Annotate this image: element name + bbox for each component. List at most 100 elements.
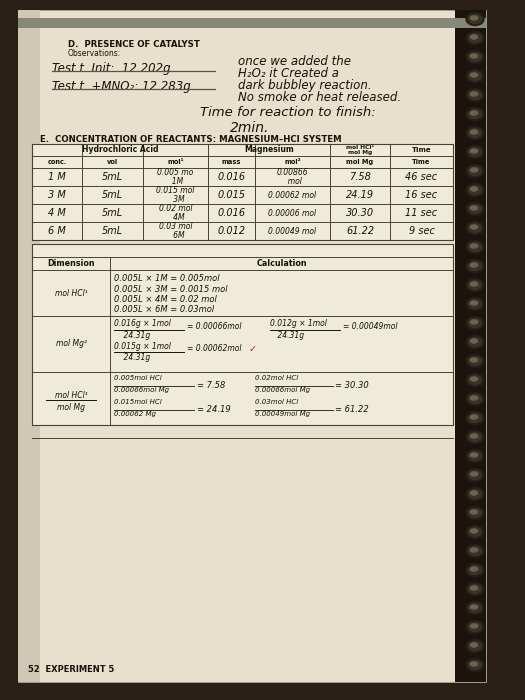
Text: 9 sec: 9 sec xyxy=(408,226,435,236)
Text: mol²: mol² xyxy=(284,159,301,165)
Ellipse shape xyxy=(466,50,484,64)
Ellipse shape xyxy=(470,320,478,324)
Ellipse shape xyxy=(468,375,481,384)
Text: mol HCl¹: mol HCl¹ xyxy=(55,391,87,400)
Text: 0.00866
  mol: 0.00866 mol xyxy=(277,167,308,186)
Text: mass: mass xyxy=(222,159,241,165)
FancyBboxPatch shape xyxy=(18,18,486,28)
Ellipse shape xyxy=(468,528,481,536)
FancyBboxPatch shape xyxy=(18,10,486,682)
Ellipse shape xyxy=(468,186,481,195)
Text: 52  EXPERIMENT 5: 52 EXPERIMENT 5 xyxy=(28,665,114,674)
Text: = 0.00062mol: = 0.00062mol xyxy=(187,344,242,353)
Ellipse shape xyxy=(466,127,484,139)
Text: 4 M: 4 M xyxy=(48,208,66,218)
Ellipse shape xyxy=(470,54,478,58)
Text: 0.03mol HCl: 0.03mol HCl xyxy=(255,399,298,405)
Text: mol Mg²: mol Mg² xyxy=(56,340,87,349)
Ellipse shape xyxy=(470,567,478,571)
Ellipse shape xyxy=(466,620,484,634)
Ellipse shape xyxy=(466,640,484,652)
Ellipse shape xyxy=(466,526,484,538)
Ellipse shape xyxy=(466,393,484,405)
Ellipse shape xyxy=(466,202,484,216)
Text: 61.22: 61.22 xyxy=(346,226,374,236)
Ellipse shape xyxy=(470,643,478,647)
Ellipse shape xyxy=(470,130,478,134)
Text: = 0.00066mol: = 0.00066mol xyxy=(187,322,242,331)
Ellipse shape xyxy=(466,88,484,102)
Text: Test t. +MNO₂: 12.283g: Test t. +MNO₂: 12.283g xyxy=(52,80,191,93)
Ellipse shape xyxy=(468,661,481,669)
Text: Observations:: Observations: xyxy=(68,49,121,58)
Ellipse shape xyxy=(466,564,484,577)
Ellipse shape xyxy=(470,472,478,476)
Ellipse shape xyxy=(470,434,478,438)
Ellipse shape xyxy=(470,548,478,552)
Ellipse shape xyxy=(466,545,484,557)
Ellipse shape xyxy=(466,279,484,291)
Ellipse shape xyxy=(468,641,481,650)
Text: 0.03 mol
   6M: 0.03 mol 6M xyxy=(159,222,192,240)
Text: 0.00006 mol: 0.00006 mol xyxy=(268,209,317,218)
Ellipse shape xyxy=(470,662,478,666)
Ellipse shape xyxy=(466,164,484,178)
Text: 0.005L × 1M = 0.005mol: 0.005L × 1M = 0.005mol xyxy=(114,274,219,283)
Text: Dimension: Dimension xyxy=(47,259,95,268)
Text: D.  PRESENCE OF CATALYST: D. PRESENCE OF CATALYST xyxy=(68,40,200,49)
Ellipse shape xyxy=(470,301,478,305)
Ellipse shape xyxy=(466,221,484,234)
Ellipse shape xyxy=(470,510,478,514)
Ellipse shape xyxy=(468,71,481,80)
FancyBboxPatch shape xyxy=(32,244,453,425)
Text: 6 M: 6 M xyxy=(48,226,66,236)
Ellipse shape xyxy=(468,223,481,232)
Text: once we added the: once we added the xyxy=(238,55,351,68)
Ellipse shape xyxy=(468,300,481,309)
Text: 24.31g: 24.31g xyxy=(275,331,304,340)
Text: 0.02 mol
   4M: 0.02 mol 4M xyxy=(159,204,192,223)
Text: Time: Time xyxy=(412,147,432,153)
Ellipse shape xyxy=(466,430,484,444)
Text: 16 sec: 16 sec xyxy=(405,190,437,200)
Ellipse shape xyxy=(470,491,478,495)
Ellipse shape xyxy=(470,263,478,267)
Ellipse shape xyxy=(470,339,478,343)
Ellipse shape xyxy=(470,586,478,590)
Text: 0.016g × 1mol: 0.016g × 1mol xyxy=(114,319,171,328)
Text: 5mL: 5mL xyxy=(102,226,123,236)
Text: H₂O₂ it Created a: H₂O₂ it Created a xyxy=(238,67,339,80)
Text: 0.02mol HCl: 0.02mol HCl xyxy=(255,375,298,381)
Ellipse shape xyxy=(468,433,481,442)
Text: 0.016: 0.016 xyxy=(217,208,246,218)
Text: 0.00049mol Mg: 0.00049mol Mg xyxy=(255,411,310,417)
Text: = 0.00049mol: = 0.00049mol xyxy=(343,322,397,331)
Text: dark bubbley reaction.: dark bubbley reaction. xyxy=(238,79,372,92)
Text: SAMPLE CALCULATIONS: SAMPLE CALCULATIONS xyxy=(32,245,153,254)
Ellipse shape xyxy=(466,298,484,311)
Ellipse shape xyxy=(466,487,484,500)
Ellipse shape xyxy=(468,566,481,575)
Ellipse shape xyxy=(470,244,478,248)
Ellipse shape xyxy=(466,183,484,197)
Text: 1 M: 1 M xyxy=(48,172,66,182)
Ellipse shape xyxy=(466,468,484,482)
Ellipse shape xyxy=(466,32,484,45)
Text: 5mL: 5mL xyxy=(102,190,123,200)
Ellipse shape xyxy=(468,148,481,157)
Ellipse shape xyxy=(466,108,484,120)
Text: Time for reaction to finish:: Time for reaction to finish: xyxy=(200,106,376,119)
Text: 3 M: 3 M xyxy=(48,190,66,200)
Text: 0.00066mol Mg: 0.00066mol Mg xyxy=(255,387,310,393)
Text: = 30.30: = 30.30 xyxy=(335,381,369,390)
Text: 0.012: 0.012 xyxy=(217,226,246,236)
Text: 24.31g: 24.31g xyxy=(114,331,150,340)
FancyBboxPatch shape xyxy=(32,144,453,240)
Ellipse shape xyxy=(470,453,478,457)
Ellipse shape xyxy=(468,508,481,517)
Ellipse shape xyxy=(468,452,481,461)
Text: Magnesium: Magnesium xyxy=(244,146,294,155)
Text: 0.00066mol Mg: 0.00066mol Mg xyxy=(114,387,169,393)
Ellipse shape xyxy=(466,374,484,386)
Ellipse shape xyxy=(468,622,481,631)
